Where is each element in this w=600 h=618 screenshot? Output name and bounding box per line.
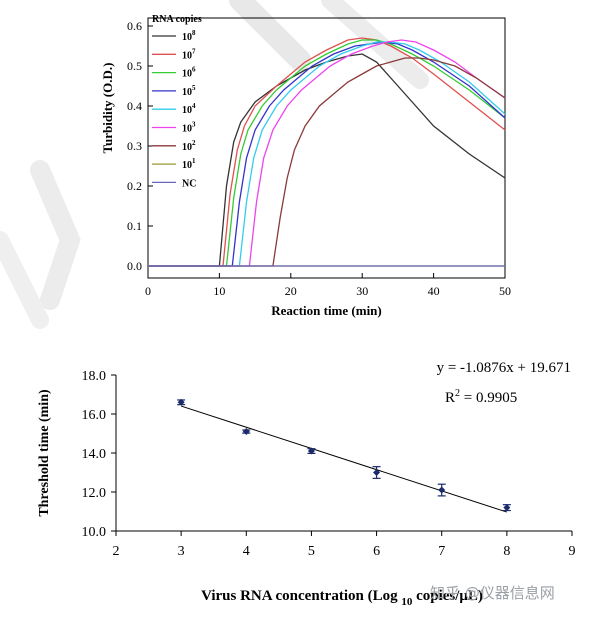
r-squared-label: R2 = 0.9905 xyxy=(445,388,517,406)
y-axis-title: Threshold time (min) xyxy=(37,389,52,517)
legend-label: 107 xyxy=(182,47,196,61)
x-tick-label: 8 xyxy=(503,544,510,559)
series-line xyxy=(148,39,506,267)
data-point xyxy=(373,469,381,476)
data-point xyxy=(242,428,250,436)
watermark-label: 知乎 @仪器信息网 xyxy=(430,584,555,602)
trend-line xyxy=(180,405,508,513)
legend-label: 101 xyxy=(182,157,196,171)
x-tick-label: 20 xyxy=(285,284,297,298)
y-tick-label: 0.5 xyxy=(127,59,142,73)
x-tick-label: 40 xyxy=(428,284,440,298)
legend-label: 104 xyxy=(182,102,196,116)
x-tick-label: 6 xyxy=(373,544,380,559)
x-tick-label: 9 xyxy=(569,544,576,559)
x-tick-label: 7 xyxy=(438,544,445,559)
x-tick-label: 4 xyxy=(243,544,250,559)
x-tick-label: 5 xyxy=(308,544,315,559)
y-tick-label: 0.4 xyxy=(127,99,142,113)
x-tick-label: 3 xyxy=(178,544,185,559)
y-tick-label: 14.0 xyxy=(82,447,107,462)
data-point xyxy=(438,486,446,494)
y-tick-label: 0.0 xyxy=(127,259,142,273)
series-line xyxy=(148,57,506,267)
legend-label: 106 xyxy=(182,66,196,80)
series-line xyxy=(148,53,506,267)
legend-title: RNA copies xyxy=(152,14,202,25)
series-line xyxy=(148,41,506,267)
y-tick-label: 0.2 xyxy=(127,179,142,193)
x-tick-label: 10 xyxy=(213,284,225,298)
y-tick-label: 0.1 xyxy=(127,219,142,233)
data-point xyxy=(503,504,511,512)
x-axis-title: Reaction time (min) xyxy=(271,303,381,318)
equation-label: y = -1.0876x + 19.671 xyxy=(437,360,571,376)
x-tick-label: 30 xyxy=(356,284,368,298)
y-tick-label: 18.0 xyxy=(82,369,107,384)
x-tick-label: 0 xyxy=(145,284,151,298)
x-tick-label: 2 xyxy=(113,544,120,559)
y-tick-label: 0.3 xyxy=(127,139,142,153)
series-line xyxy=(148,37,506,267)
x-axis-title: Virus RNA concentration (Log 10 copies/μ… xyxy=(201,588,483,608)
legend-label: 108 xyxy=(182,29,196,43)
y-tick-label: 12.0 xyxy=(82,486,107,501)
data-point xyxy=(307,447,315,455)
y-axis-title: Turbidity (O.D.) xyxy=(100,63,115,154)
series-line xyxy=(148,41,506,267)
turbidity-chart: 0 10 20 30 40 50 0.0 0.1 0.2 0.3 0.4 0.5 0.6 Reaction… xyxy=(100,14,511,318)
legend-label: 102 xyxy=(182,139,196,153)
y-tick-label: 10.0 xyxy=(82,525,107,540)
legend-label: 105 xyxy=(182,84,196,98)
y-tick-label: 16.0 xyxy=(82,408,107,423)
legend-label: NC xyxy=(182,178,196,189)
x-tick-label: 50 xyxy=(499,284,511,298)
series-line xyxy=(148,39,506,267)
data-point xyxy=(177,398,185,406)
plot-frame xyxy=(147,17,506,279)
legend-label: 103 xyxy=(182,121,196,135)
threshold-chart: 2 3 4 5 6 7 8 9 10.0 12.0 14.0 16.0 18.0 Virus RNA co… xyxy=(37,360,576,608)
y-tick-label: 0.6 xyxy=(127,19,142,33)
